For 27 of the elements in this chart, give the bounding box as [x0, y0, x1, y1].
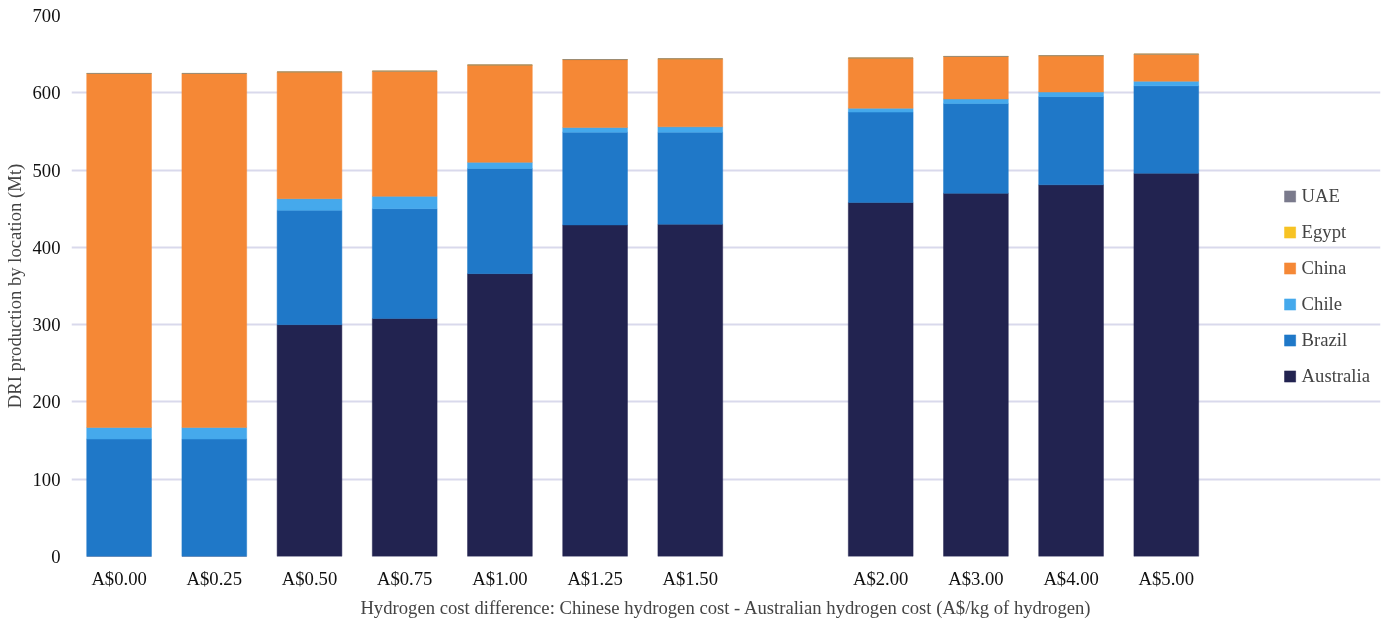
y-tick-label: 0 — [51, 546, 61, 567]
legend-label: Brazil — [1301, 328, 1348, 351]
x-tick-label: A$1.50 — [662, 567, 719, 589]
x-tick-label: A$0.00 — [91, 567, 147, 589]
y-tick-label: 200 — [32, 391, 61, 413]
x-tick-label: A$5.00 — [1138, 567, 1195, 589]
y-tick-label: 500 — [32, 159, 61, 181]
y-tick-label: 400 — [32, 236, 61, 258]
x-tick-label: A$1.25 — [567, 567, 623, 589]
x-axis-title: Hydrogen cost difference: Chinese hydrogen cost - Australian hydrogen cost (A$/kg of hydrogen) — [360, 596, 1091, 619]
x-tick-label: A$0.50 — [281, 567, 338, 589]
y-tick-label: 700 — [32, 5, 61, 26]
y-tick-label: 600 — [32, 82, 61, 104]
legend-label: China — [1301, 256, 1347, 279]
legend-label: Australia — [1301, 364, 1370, 387]
legend-label: UAE — [1301, 184, 1340, 207]
x-tick-label: A$0.25 — [186, 567, 243, 589]
y-tick-label: 300 — [32, 314, 61, 336]
x-tick-label: A$1.00 — [472, 567, 528, 589]
x-tick-label: A$2.00 — [852, 567, 909, 589]
x-tick-label: A$3.00 — [948, 567, 1004, 589]
legend-label: Egypt — [1301, 220, 1347, 243]
y-axis-title: DRI production by location (Mt) — [3, 163, 26, 409]
legend-label: Chile — [1301, 292, 1343, 315]
x-tick-label: A$0.75 — [376, 567, 433, 589]
y-tick-label: 100 — [32, 468, 61, 490]
x-tick-label: A$4.00 — [1043, 567, 1099, 589]
